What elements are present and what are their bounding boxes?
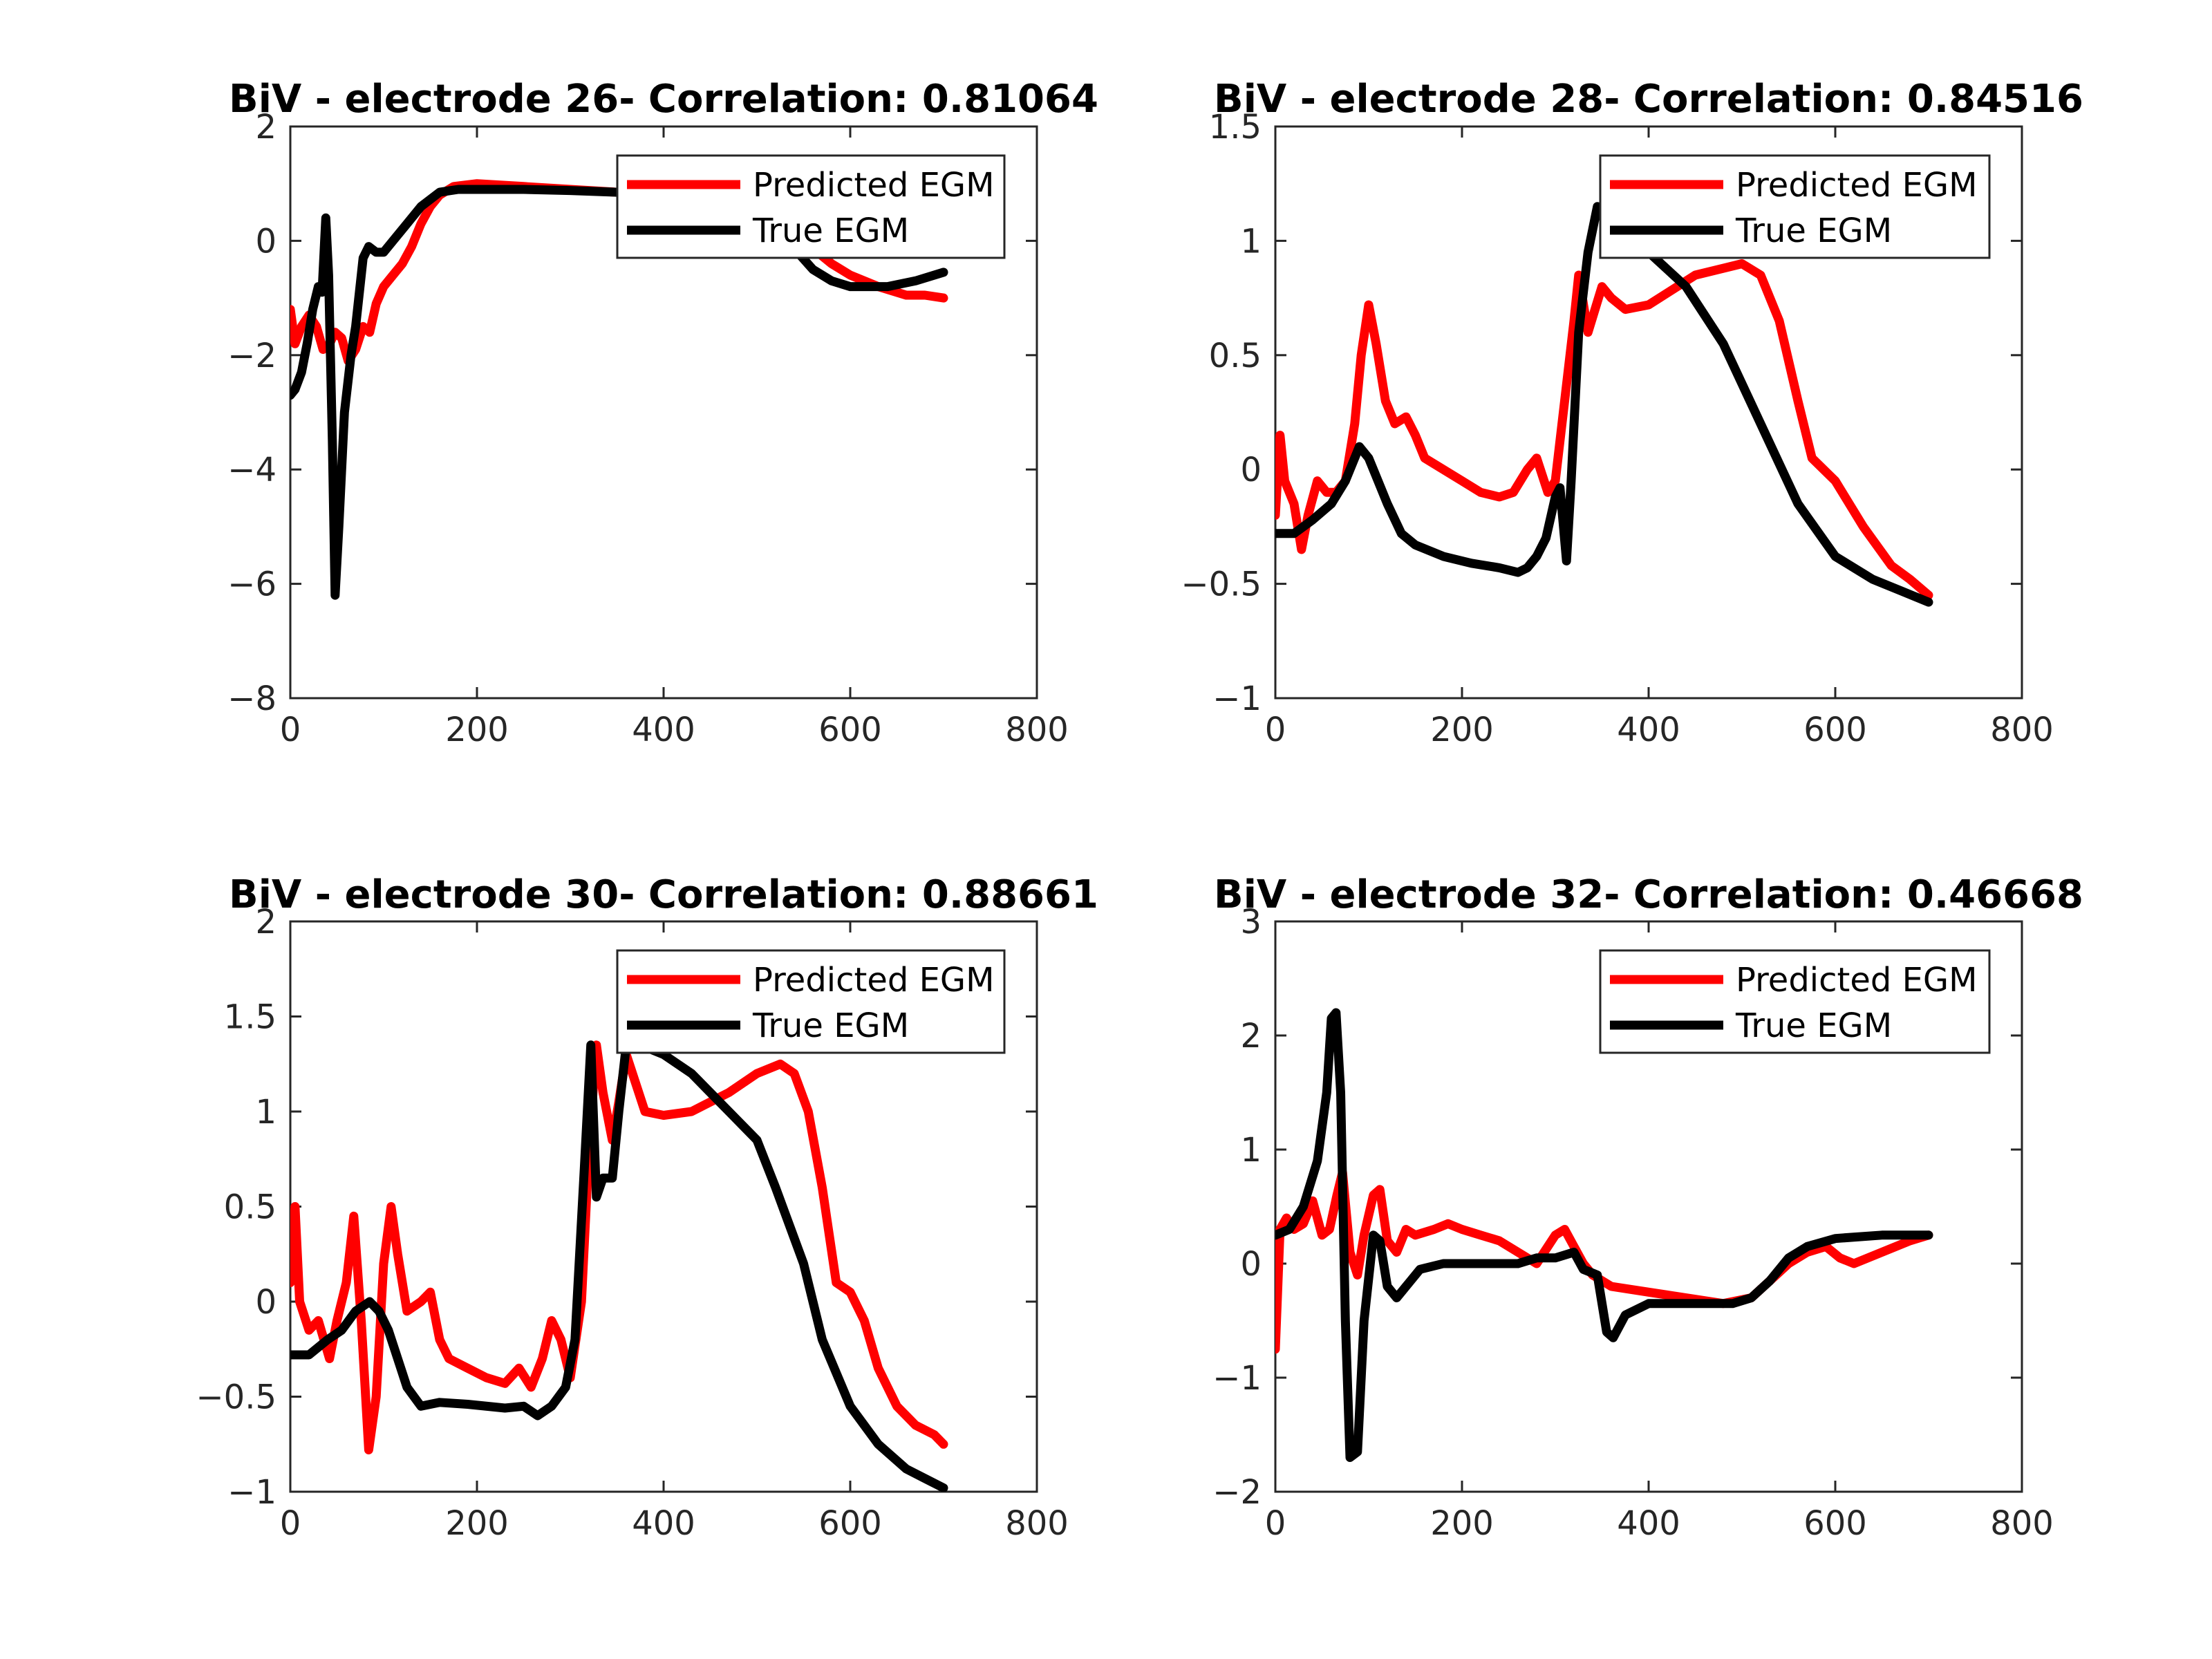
y-tick-label: 0 bbox=[255, 1283, 276, 1322]
series-line-true bbox=[1275, 202, 1933, 607]
y-tick-label: −2 bbox=[227, 337, 276, 375]
legend-label-true: True EGM bbox=[1735, 212, 1892, 250]
series-layer bbox=[1275, 202, 1933, 607]
subplot-title: BiV - electrode 26- Correlation: 0.81064 bbox=[229, 77, 1098, 122]
legend-label-true: True EGM bbox=[752, 1006, 909, 1045]
x-tick-label: 400 bbox=[632, 711, 695, 749]
subplot-electrode-28: BiV - electrode 28- Correlation: 0.84516… bbox=[1181, 77, 2083, 749]
y-tick-label: 0 bbox=[1240, 451, 1262, 489]
legend: Predicted EGM True EGM bbox=[1599, 154, 1991, 259]
x-tick-label: 200 bbox=[445, 711, 509, 749]
subplot-electrode-30: BiV - electrode 30- Correlation: 0.88661… bbox=[196, 872, 1098, 1543]
y-tick-label: 3 bbox=[1240, 903, 1262, 941]
y-tick-label: 1.5 bbox=[224, 998, 276, 1037]
subplot-electrode-32: BiV - electrode 32- Correlation: 0.46668… bbox=[1212, 872, 2083, 1543]
x-tick-label: 200 bbox=[1430, 1504, 1494, 1543]
tick-marks bbox=[289, 920, 1038, 1493]
legend: Predicted EGM True EGM bbox=[616, 949, 1006, 1054]
tick-labels: 0 200 400 600 800 −1 −0.5 0 0.5 1 1.5 2 bbox=[196, 903, 1068, 1543]
series-layer bbox=[290, 1040, 948, 1492]
y-tick-label: −1 bbox=[1212, 1359, 1262, 1398]
x-tick-label: 200 bbox=[1430, 711, 1494, 749]
y-tick-label: 0 bbox=[255, 222, 276, 261]
legend-box bbox=[1599, 154, 1991, 259]
x-tick-label: 600 bbox=[1803, 711, 1867, 749]
legend-label-predicted: Predicted EGM bbox=[1736, 961, 1978, 1000]
subplot-title: BiV - electrode 28- Correlation: 0.84516 bbox=[1214, 77, 2083, 122]
y-tick-label: −6 bbox=[227, 565, 276, 604]
y-tick-label: −0.5 bbox=[1181, 565, 1262, 604]
legend-box bbox=[616, 154, 1006, 259]
x-tick-label: 0 bbox=[280, 711, 301, 749]
x-tick-label: 800 bbox=[1990, 711, 2054, 749]
y-tick-label: −0.5 bbox=[196, 1378, 276, 1417]
series-line-true bbox=[290, 1040, 948, 1492]
x-tick-label: 400 bbox=[1617, 711, 1680, 749]
subplot-title: BiV - electrode 32- Correlation: 0.46668 bbox=[1214, 872, 2083, 917]
x-tick-label: 0 bbox=[280, 1504, 301, 1543]
y-tick-label: 0.5 bbox=[1209, 337, 1262, 375]
legend-box bbox=[1599, 949, 1991, 1054]
legend-label-predicted: Predicted EGM bbox=[1736, 166, 1978, 205]
legend-box bbox=[616, 949, 1006, 1054]
series-line-predicted bbox=[1275, 259, 1933, 600]
subplot-title: BiV - electrode 30- Correlation: 0.88661 bbox=[229, 872, 1098, 917]
legend: Predicted EGM True EGM bbox=[1599, 949, 1991, 1054]
x-tick-label: 600 bbox=[818, 1504, 882, 1543]
tick-marks bbox=[1274, 920, 2023, 1493]
tick-labels: 0 200 400 600 800 −1 −0.5 0 0.5 1 1.5 bbox=[1181, 108, 2053, 749]
x-tick-label: 800 bbox=[1005, 1504, 1069, 1543]
x-tick-label: 800 bbox=[1990, 1504, 2054, 1543]
x-tick-label: 400 bbox=[632, 1504, 695, 1543]
legend-label-true: True EGM bbox=[1735, 1006, 1892, 1045]
y-tick-label: 1 bbox=[1240, 222, 1262, 261]
tick-marks bbox=[1274, 125, 2023, 700]
legend-label-predicted: Predicted EGM bbox=[753, 166, 995, 205]
subplot-electrode-26: BiV - electrode 26- Correlation: 0.81064… bbox=[227, 77, 1098, 749]
legend-label-predicted: Predicted EGM bbox=[753, 961, 995, 1000]
series-layer bbox=[1275, 1008, 1933, 1462]
y-tick-label: 2 bbox=[255, 903, 276, 941]
y-tick-label: −8 bbox=[227, 679, 276, 718]
y-tick-label: −2 bbox=[1212, 1473, 1262, 1512]
tick-marks bbox=[289, 125, 1038, 700]
legend: Predicted EGM True EGM bbox=[616, 154, 1006, 259]
x-tick-label: 600 bbox=[818, 711, 882, 749]
y-tick-label: 2 bbox=[1240, 1017, 1262, 1056]
y-tick-label: 1 bbox=[255, 1093, 276, 1132]
y-tick-label: −1 bbox=[227, 1473, 276, 1512]
y-tick-label: 0.5 bbox=[224, 1188, 276, 1227]
tick-labels: 0 200 400 600 800 −8 −6 −4 −2 0 2 bbox=[227, 108, 1069, 749]
tick-labels: 0 200 400 600 800 −2 −1 0 1 2 3 bbox=[1212, 903, 2054, 1543]
x-tick-label: 0 bbox=[1265, 1504, 1286, 1543]
x-tick-label: 200 bbox=[445, 1504, 509, 1543]
y-tick-label: −4 bbox=[227, 451, 276, 489]
y-tick-label: 1.5 bbox=[1209, 108, 1262, 147]
y-tick-label: 2 bbox=[255, 108, 276, 147]
y-tick-label: 1 bbox=[1240, 1131, 1262, 1170]
x-tick-label: 0 bbox=[1265, 711, 1286, 749]
y-tick-label: −1 bbox=[1212, 679, 1262, 718]
x-tick-label: 800 bbox=[1005, 711, 1069, 749]
x-tick-label: 600 bbox=[1803, 1504, 1867, 1543]
series-line-true bbox=[1275, 1008, 1933, 1462]
legend-label-true: True EGM bbox=[752, 212, 909, 250]
x-tick-label: 400 bbox=[1617, 1504, 1680, 1543]
y-tick-label: 0 bbox=[1240, 1245, 1262, 1284]
